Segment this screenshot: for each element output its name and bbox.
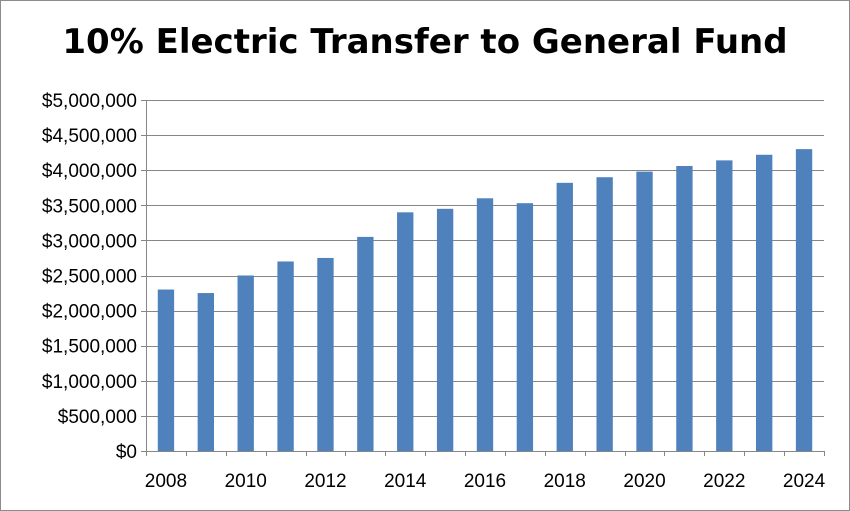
x-tick-label: 2018 — [544, 471, 586, 492]
x-tick-label: 2020 — [623, 471, 665, 492]
bar-2022 — [716, 160, 733, 451]
bar-2010 — [237, 275, 254, 451]
y-tick-label: $4,500,000 — [42, 126, 137, 147]
x-tick-label: 2016 — [464, 471, 506, 492]
x-tick-label: 2008 — [145, 471, 187, 492]
y-tick-label: $2,500,000 — [42, 267, 137, 288]
bar-2009 — [197, 293, 214, 451]
x-tick-label: 2012 — [304, 471, 346, 492]
x-tick-label: 2014 — [384, 471, 427, 492]
x-tick-labels: 2008 2010 2012 2014 2016 2018 2020 2022 2024 — [145, 471, 826, 492]
bar-2018 — [556, 182, 573, 451]
chart-title: 10% Electric Transfer to General Fund — [62, 22, 788, 62]
bar-2016 — [476, 198, 494, 451]
x-tick-label: 2010 — [225, 471, 267, 492]
axes — [141, 100, 825, 456]
bar-2014 — [397, 212, 414, 451]
x-tick-label: 2022 — [703, 471, 745, 492]
bar-2015 — [436, 208, 454, 451]
bar-2012 — [317, 257, 334, 451]
y-tick-label: $1,000,000 — [42, 372, 137, 393]
bar-2024 — [795, 149, 813, 451]
y-tick-label: $5,000,000 — [42, 91, 137, 112]
y-tick-label: $4,000,000 — [42, 161, 137, 182]
y-tick-label: $500,000 — [58, 407, 137, 428]
bars — [157, 149, 813, 452]
bar-2021 — [676, 165, 693, 452]
bar-2013 — [357, 236, 374, 451]
bar-2020 — [636, 171, 653, 451]
y-tick-label: $2,000,000 — [42, 302, 137, 323]
x-tick-label: 2024 — [783, 471, 826, 492]
bar-2017 — [516, 203, 534, 451]
y-tick-label: $0 — [116, 442, 137, 463]
y-tick-label: $1,500,000 — [42, 337, 137, 358]
y-tick-labels: $0 $500,000 $1,000,000 $1,500,000 $2,000,000… — [42, 91, 137, 463]
bar-2011 — [277, 261, 294, 451]
bar-2008 — [157, 289, 175, 451]
bar-2019 — [596, 177, 613, 451]
bar-2023 — [756, 154, 773, 451]
y-tick-label: $3,500,000 — [42, 196, 137, 217]
y-tick-label: $3,000,000 — [42, 231, 137, 252]
